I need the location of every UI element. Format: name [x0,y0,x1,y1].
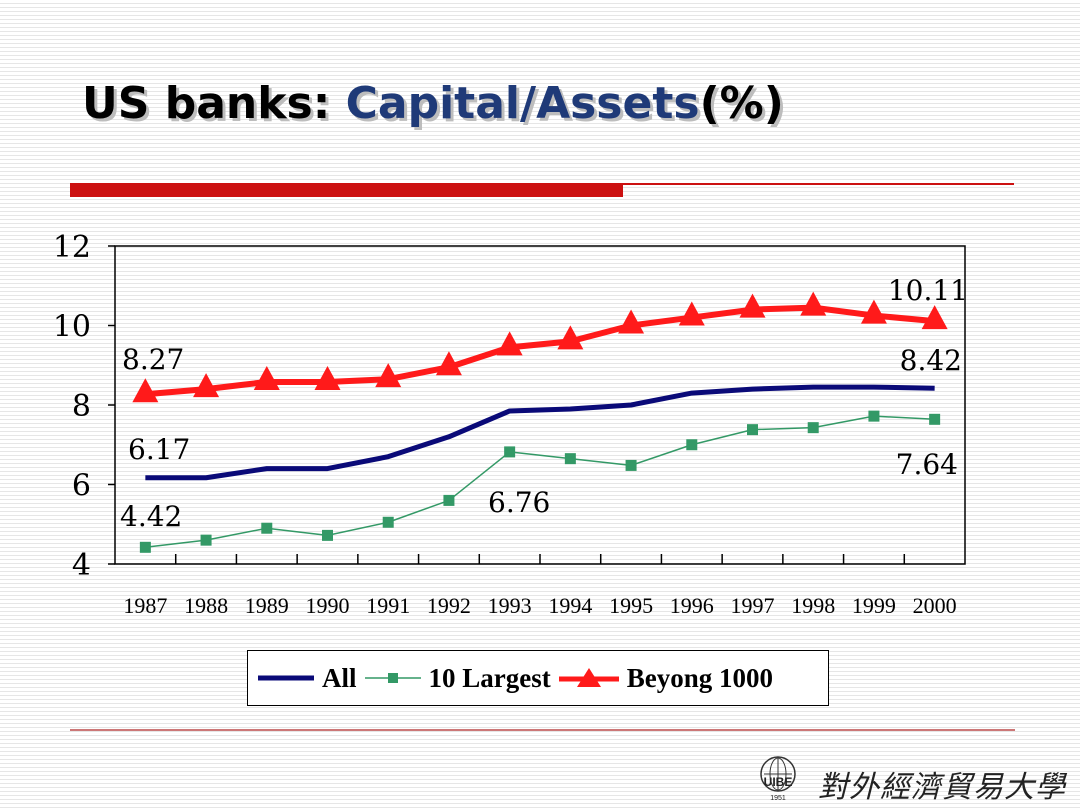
data-point-triangle [314,365,341,390]
y-tick-label: 12 [53,230,91,265]
y-tick-label: 4 [72,548,91,583]
legend-item-beyong-1000: Beyong 1000 [557,663,773,694]
uibe-emblem-icon: UIBE 1951 [760,756,796,802]
data-point-triangle [435,351,462,376]
data-point-square [200,534,212,546]
legend-label-10-largest: 10 Largest [428,662,551,693]
x-tick-label: 1997 [731,593,775,618]
data-label: 6.17 [128,433,190,466]
logo-year: 1951 [770,795,786,802]
series-line-all [145,384,935,481]
data-point-triangle [678,301,705,326]
data-point-triangle [375,363,402,388]
data-point-square [686,439,698,451]
data-point-square [625,459,637,471]
legend-item-all: All [256,663,357,694]
x-tick-label: 1994 [548,593,592,618]
red-line-triangle-icon [558,668,619,687]
data-point-triangle [193,373,220,398]
data-label: 10.11 [888,274,968,307]
green-line-square-icon [364,673,421,683]
data-point-triangle [132,378,159,403]
title-suffix: (%) [699,78,784,129]
data-point-square [382,516,394,528]
data-point-triangle [860,299,887,324]
title-highlight: Capital/Assets [345,78,700,129]
data-point-square [139,541,151,553]
navy-line-icon [258,675,314,681]
title-underline-thin [623,183,1014,185]
x-tick-label: 1988 [184,593,228,618]
data-point-square [747,424,758,436]
data-point-triangle [496,331,523,356]
data-label: 7.64 [896,448,958,481]
data-point-square [261,522,273,534]
y-tick-label: 8 [72,389,91,424]
data-point-square [868,410,880,422]
legend-item-10-largest: 10 Largest [363,663,551,694]
data-point-triangle [253,365,280,390]
data-label: 4.42 [120,500,182,533]
x-tick-label: 1989 [245,593,289,618]
data-point-square [504,446,516,458]
x-tick-label: 2000 [913,593,957,618]
logo-chinese-name: 對外經濟貿易大學 [818,770,1066,805]
x-tick-label: 1993 [488,593,532,618]
title-text: US banks: [82,78,346,129]
data-point-triangle [800,291,827,316]
data-point-square [322,529,333,541]
data-point-square [564,453,576,465]
data-point-square [929,413,941,425]
data-point-square [443,494,455,506]
x-tick-label: 1992 [427,593,471,618]
slide-title: US banks: Capital/Assets(%) [82,78,784,129]
series-line-beyong-1000 [145,304,935,398]
x-tick-label: 1991 [366,593,410,618]
data-point-triangle [618,309,645,334]
data-point-triangle [921,305,948,330]
logo-acronym: UIBE [764,775,793,789]
x-tick-label: 1998 [791,593,835,618]
data-point-square [807,422,819,434]
title-underline-thick [70,183,623,197]
data-point-triangle [739,293,766,318]
data-label: 8.27 [122,343,184,376]
legend-label-beyong-1000: Beyong 1000 [626,662,774,693]
chart-legend: All 10 Largest Beyong 1000 [247,650,829,706]
x-tick-label: 1990 [306,593,350,618]
x-tick-label: 1996 [670,593,714,618]
data-point-triangle [557,325,584,350]
x-tick-label: 1999 [852,593,896,618]
y-tick-label: 10 [53,310,91,345]
x-tick-label: 1995 [609,593,653,618]
data-label: 8.42 [900,344,962,377]
university-logo: UIBE 1951 對外經濟貿易大學 [734,752,1065,805]
series-line-10-largest [145,415,935,549]
x-tick-label: 1987 [123,593,167,618]
legend-label-all: All [322,662,357,693]
y-tick-label: 6 [72,469,91,504]
data-label: 6.76 [488,486,550,519]
bottom-rule [70,729,1015,731]
